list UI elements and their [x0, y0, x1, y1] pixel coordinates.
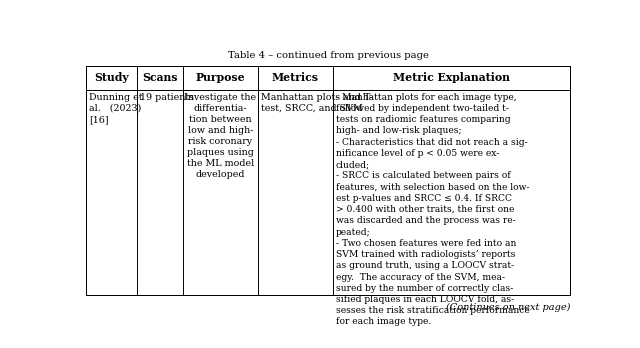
Text: Metric Explanation: Metric Explanation — [393, 72, 510, 84]
Text: Table 4 – continued from previous page: Table 4 – continued from previous page — [227, 51, 429, 60]
Bar — [86, 66, 570, 295]
Text: Dunning et
al.   (2023)
[16]: Dunning et al. (2023) [16] — [89, 93, 143, 124]
Text: 19 patients: 19 patients — [140, 93, 194, 102]
Text: Metrics: Metrics — [272, 72, 319, 84]
Text: Purpose: Purpose — [195, 72, 245, 84]
Text: Investigate the
differentia-
tion between
low and high-
risk coronary
plaques us: Investigate the differentia- tion betwee… — [184, 93, 257, 179]
Text: - Manhattan plots for each image type,
followed by independent two-tailed t-
tes: - Manhattan plots for each image type, f… — [336, 93, 529, 326]
Text: Manhattan plots and T-
test, SRCC, and SVM: Manhattan plots and T- test, SRCC, and S… — [260, 93, 372, 113]
Text: (Continues on next page): (Continues on next page) — [445, 303, 570, 312]
Text: Study: Study — [94, 72, 129, 84]
Text: Scans: Scans — [142, 72, 177, 84]
